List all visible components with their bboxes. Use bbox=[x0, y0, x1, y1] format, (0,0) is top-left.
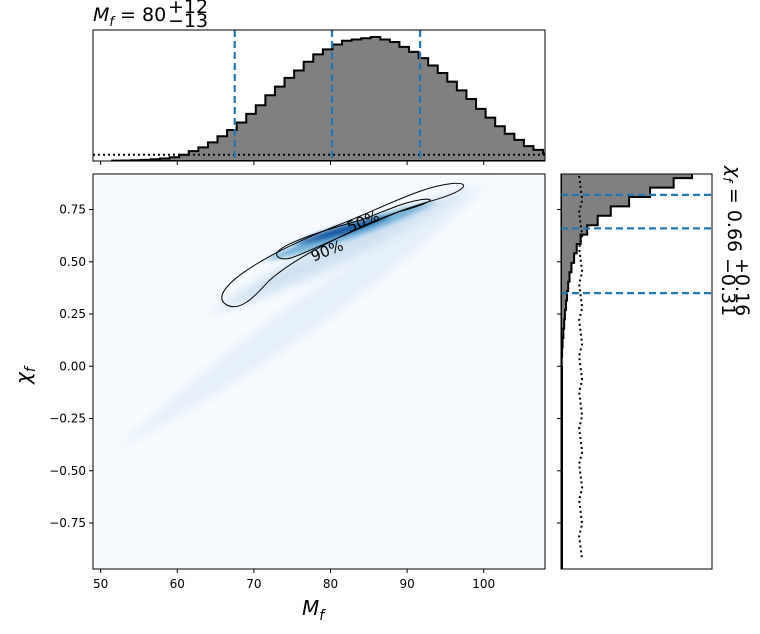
y-axis-title: χf bbox=[11, 365, 39, 385]
top-title-plus: +12 bbox=[168, 0, 208, 18]
right-histogram-bars bbox=[561, 174, 693, 368]
right-title-value: = 0.66 bbox=[723, 182, 745, 252]
x-tick-label-3: 80 bbox=[323, 577, 338, 591]
top-panel-ticks bbox=[100, 161, 485, 165]
right-panel-frame bbox=[560, 173, 713, 570]
top-title-value: = 80 bbox=[114, 4, 166, 26]
y-tick-label-2: 0.25 bbox=[59, 307, 86, 321]
x-axis-title: Mf bbox=[302, 596, 326, 624]
top-panel-title: Mf = 80 bbox=[93, 4, 166, 30]
right-panel-title: χf = 0.66 +0.16 −0.31 bbox=[717, 165, 753, 316]
x-axis-symbol: M bbox=[302, 596, 319, 620]
right-panel-ticks bbox=[557, 209, 561, 524]
top-title-minus: −13 bbox=[168, 10, 208, 32]
joint-panel: 90% 50% 50 60 70 80 90 100 0.75 0.50 0.25 0.00 −0… bbox=[11, 173, 546, 624]
top-title-subscript: f bbox=[109, 15, 116, 30]
top-panel-frame bbox=[92, 29, 546, 162]
joint-y-ticks: 0.75 0.50 0.25 0.00 −0.25 −0.50 −0.75 bbox=[49, 203, 93, 530]
top-title-symbol: M bbox=[93, 4, 109, 26]
contour-50-percent bbox=[276, 198, 431, 260]
x-tick-label-5: 100 bbox=[472, 577, 495, 591]
x-tick-label-2: 70 bbox=[246, 577, 261, 591]
right-title-symbol: χ bbox=[723, 165, 745, 178]
density-ridge-mid bbox=[207, 186, 477, 315]
right-histogram bbox=[561, 174, 693, 569]
density-ridge-core bbox=[292, 215, 392, 246]
right-title-subscript: f bbox=[719, 177, 734, 184]
joint-x-ticks: 50 60 70 80 90 100 bbox=[93, 569, 495, 591]
density-ridge-faint bbox=[115, 182, 492, 450]
y-axis-subscript: f bbox=[23, 365, 39, 372]
x-axis-subscript: f bbox=[319, 608, 326, 624]
y-tick-label-6: −0.75 bbox=[49, 516, 86, 530]
right-title-minus: −0.31 bbox=[717, 258, 739, 316]
y-tick-label-1: 0.50 bbox=[59, 255, 86, 269]
y-tick-label-3: 0.00 bbox=[59, 359, 86, 373]
x-tick-label-1: 60 bbox=[170, 577, 185, 591]
right-title-plus: +0.16 bbox=[731, 258, 753, 316]
x-tick-label-0: 50 bbox=[93, 577, 108, 591]
right-marginal-panel: χf = 0.66 +0.16 −0.31 bbox=[557, 165, 753, 570]
joint-panel-frame bbox=[92, 173, 546, 570]
top-histogram-bars bbox=[111, 36, 545, 161]
density-layer: 90% 50% bbox=[115, 182, 492, 450]
y-tick-label-4: −0.25 bbox=[49, 412, 86, 426]
y-axis-symbol: χ bbox=[11, 371, 35, 385]
y-tick-label-5: −0.50 bbox=[49, 464, 86, 478]
y-tick-label-0: 0.75 bbox=[59, 203, 86, 217]
x-tick-label-4: 90 bbox=[399, 577, 414, 591]
right-quantile-lines bbox=[561, 193, 712, 295]
top-marginal-panel: Mf = 80 +12 −13 bbox=[92, 0, 546, 165]
svg-text:χf = 0.66: χf = 0.66 bbox=[719, 165, 745, 252]
top-histogram bbox=[93, 36, 545, 161]
